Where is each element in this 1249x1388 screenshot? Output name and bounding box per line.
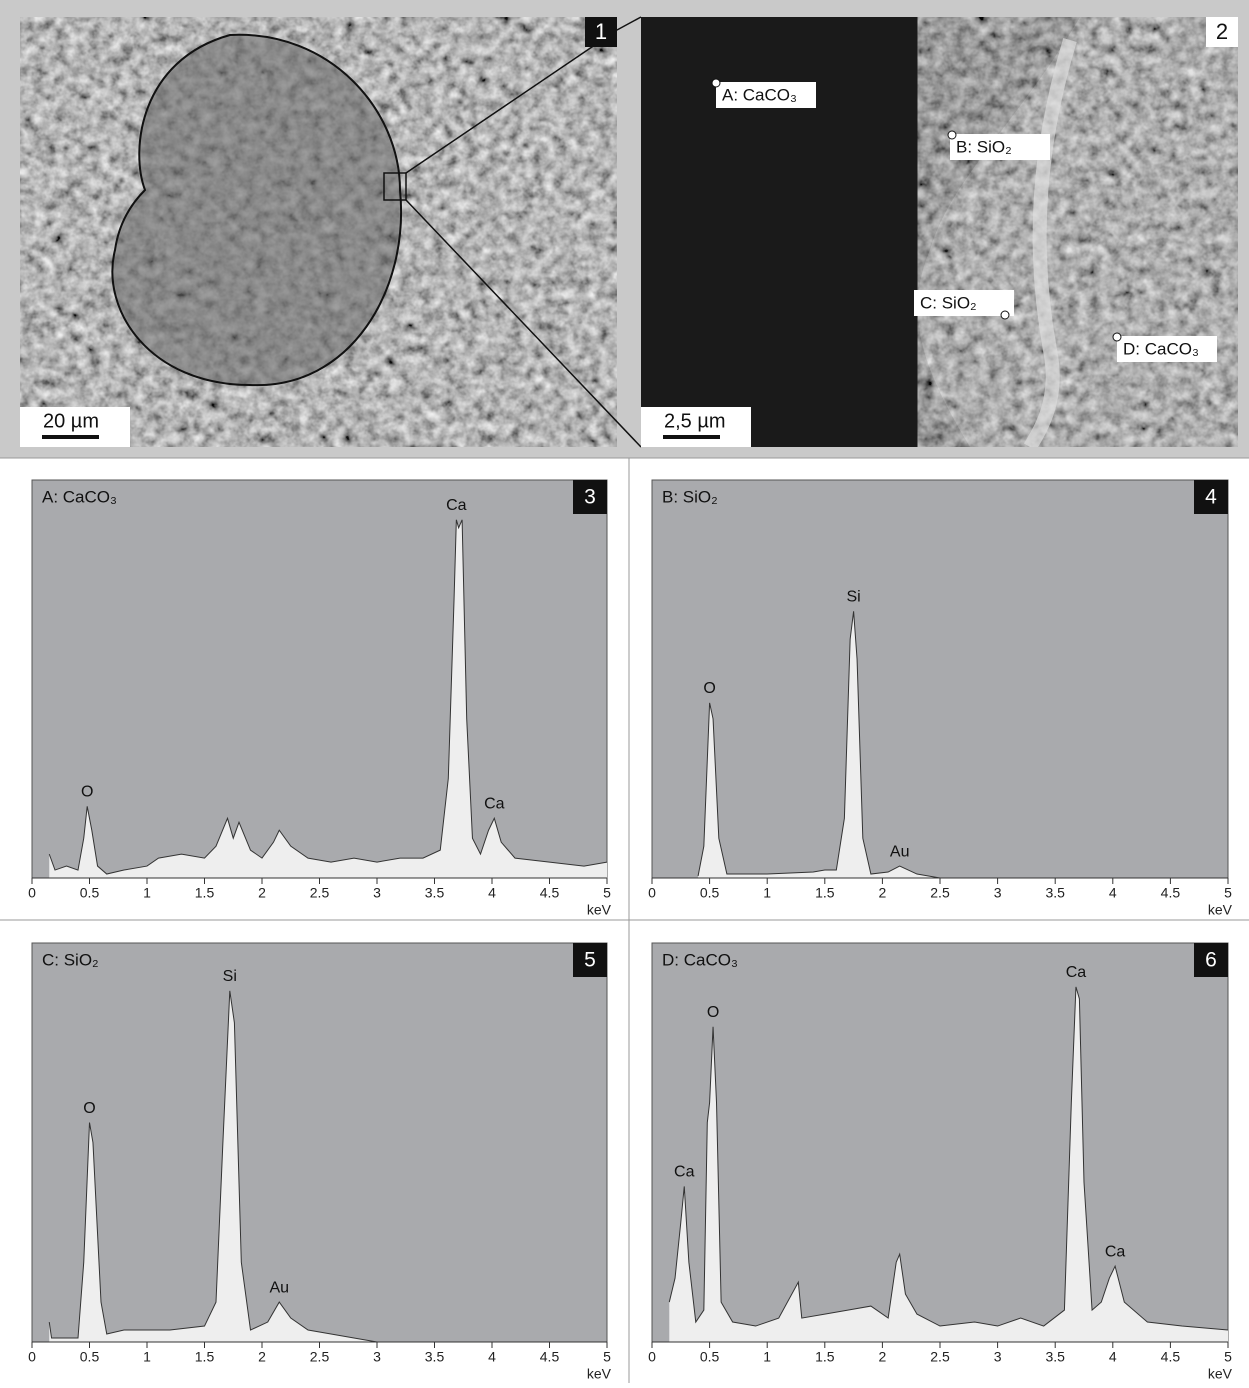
x-axis-label: keV xyxy=(587,1366,612,1382)
x-tick-label: 0 xyxy=(28,1349,36,1365)
peak-label: Ca xyxy=(484,796,505,813)
panel-number: 2 xyxy=(1216,19,1228,44)
x-tick-label: 4.5 xyxy=(1161,885,1181,901)
x-tick-label: 0.5 xyxy=(80,885,100,901)
x-tick-label: 1 xyxy=(763,885,771,901)
scale-bar xyxy=(42,435,99,439)
x-tick-label: 1 xyxy=(143,1349,151,1365)
x-tick-label: 0.5 xyxy=(700,1349,720,1365)
x-tick-label: 3 xyxy=(994,885,1002,901)
peak-label: Ca xyxy=(1105,1243,1126,1260)
x-tick-label: 1.5 xyxy=(815,885,835,901)
x-tick-label: 2 xyxy=(258,885,266,901)
x-tick-label: 2.5 xyxy=(310,885,330,901)
x-tick-label: 3.5 xyxy=(1045,885,1065,901)
x-tick-label: 0.5 xyxy=(80,1349,100,1365)
x-tick-label: 2 xyxy=(879,885,887,901)
peak-label: Si xyxy=(223,968,237,985)
x-tick-label: 1 xyxy=(763,1349,771,1365)
x-tick-label: 4.5 xyxy=(540,885,560,901)
x-tick-label: 3.5 xyxy=(1045,1349,1065,1365)
panel-number: 5 xyxy=(584,949,596,972)
x-tick-label: 3.5 xyxy=(425,885,445,901)
x-tick-label: 0 xyxy=(28,885,36,901)
plot-area xyxy=(32,943,607,1342)
x-tick-label: 5 xyxy=(1224,885,1232,901)
x-tick-label: 0 xyxy=(648,1349,656,1365)
panel-number: 6 xyxy=(1205,949,1217,972)
scale-bar xyxy=(663,435,720,439)
x-tick-label: 0.5 xyxy=(700,885,720,901)
x-tick-label: 1.5 xyxy=(195,1349,215,1365)
x-tick-label: 3 xyxy=(373,885,381,901)
chart-title: B: SiO₂ xyxy=(662,487,718,506)
point-marker xyxy=(1001,311,1009,319)
chart-title: A: CaCO₃ xyxy=(42,487,117,506)
x-tick-label: 1.5 xyxy=(815,1349,835,1365)
scale-bar-label: 2,5 µm xyxy=(664,410,726,432)
peak-label: Au xyxy=(269,1279,289,1296)
x-tick-label: 2.5 xyxy=(310,1349,330,1365)
x-tick-label: 4.5 xyxy=(540,1349,560,1365)
sem-image-1 xyxy=(20,17,617,447)
x-tick-label: 5 xyxy=(603,1349,611,1365)
x-tick-label: 4 xyxy=(488,885,496,901)
peak-label: O xyxy=(83,1100,95,1117)
x-tick-label: 1 xyxy=(143,885,151,901)
peak-label: O xyxy=(81,784,93,801)
x-tick-label: 3.5 xyxy=(425,1349,445,1365)
panel-number: 4 xyxy=(1205,486,1217,509)
x-tick-label: 4 xyxy=(1109,1349,1117,1365)
plot-area xyxy=(652,480,1228,878)
sem-image-2 xyxy=(641,17,1238,447)
scale-bar-label: 20 µm xyxy=(43,410,99,432)
x-tick-label: 5 xyxy=(603,885,611,901)
peak-label: O xyxy=(703,680,715,697)
point-label: D: CaCO₃ xyxy=(1123,339,1199,358)
x-tick-label: 1.5 xyxy=(195,885,215,901)
chart-title: C: SiO₂ xyxy=(42,950,99,969)
point-marker xyxy=(948,131,956,139)
chart-title: D: CaCO₃ xyxy=(662,950,738,969)
peak-label: Ca xyxy=(446,497,467,514)
point-label: A: CaCO₃ xyxy=(722,85,797,104)
point-label: B: SiO₂ xyxy=(956,137,1012,156)
point-label: C: SiO₂ xyxy=(920,293,977,312)
peak-label: Si xyxy=(846,589,860,606)
page: 1 20 µm 2 2,5 µm A: CaCO₃ B: SiO₂ C: SiO₂ D: Ca… xyxy=(0,0,1249,1388)
panel-number: 3 xyxy=(584,486,596,509)
peak-label: Au xyxy=(890,843,910,860)
x-tick-label: 4 xyxy=(1109,885,1117,901)
point-marker xyxy=(1113,333,1121,341)
x-tick-label: 4 xyxy=(488,1349,496,1365)
x-tick-label: 4.5 xyxy=(1161,1349,1181,1365)
x-tick-label: 2.5 xyxy=(930,885,950,901)
x-tick-label: 3 xyxy=(373,1349,381,1365)
peak-label: O xyxy=(707,1004,719,1021)
x-tick-label: 0 xyxy=(648,885,656,901)
x-axis-label: keV xyxy=(1208,1366,1233,1382)
figure: 1 20 µm 2 2,5 µm A: CaCO₃ B: SiO₂ C: SiO₂ D: Ca… xyxy=(0,0,1249,1383)
x-tick-label: 2 xyxy=(258,1349,266,1365)
x-axis-label: keV xyxy=(1208,902,1233,918)
x-tick-label: 2 xyxy=(879,1349,887,1365)
plot-area xyxy=(32,480,607,878)
plot-area xyxy=(652,943,1228,1342)
panel-number: 1 xyxy=(595,19,607,44)
point-marker xyxy=(712,79,720,87)
x-tick-label: 2.5 xyxy=(930,1349,950,1365)
x-tick-label: 3 xyxy=(994,1349,1002,1365)
peak-label: Ca xyxy=(674,1164,695,1181)
peak-label: Ca xyxy=(1066,964,1087,981)
x-axis-label: keV xyxy=(587,902,612,918)
x-tick-label: 5 xyxy=(1224,1349,1232,1365)
